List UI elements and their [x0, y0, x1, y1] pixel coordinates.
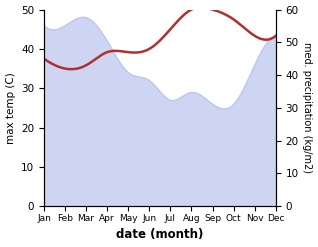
- Y-axis label: med. precipitation (kg/m2): med. precipitation (kg/m2): [302, 42, 313, 173]
- Y-axis label: max temp (C): max temp (C): [5, 72, 16, 144]
- X-axis label: date (month): date (month): [116, 228, 204, 242]
